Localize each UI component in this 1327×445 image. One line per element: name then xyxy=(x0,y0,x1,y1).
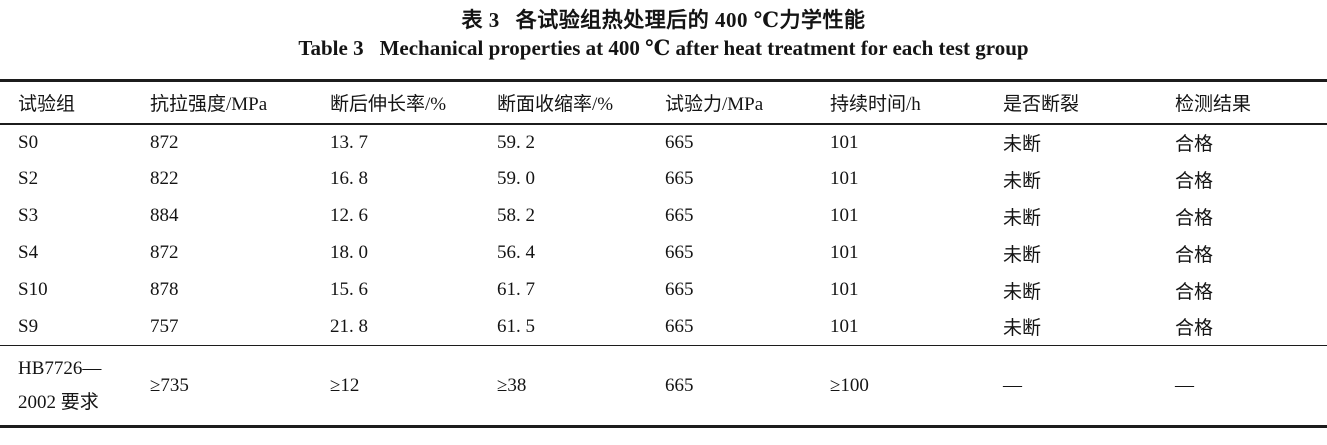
column-header-area-reduction: 断面收缩率/% xyxy=(497,80,665,125)
table-cell: 合格 xyxy=(1175,244,1214,266)
table-cell: S10 xyxy=(18,279,48,300)
table-header: 试验组 抗拉强度/MPa 断后伸长率/% 断面收缩率/% 试验力/MPa 持续时… xyxy=(0,80,1327,125)
table-cell: 未断 xyxy=(1003,134,1042,155)
table-cell: ≥100 xyxy=(830,345,1003,427)
table-cell: 合格 xyxy=(1175,318,1214,340)
table-cell: 58. 2 xyxy=(497,205,535,226)
table-cell: 56. 4 xyxy=(497,242,535,263)
table-cell: 未断 xyxy=(1003,318,1042,340)
table-cell: ≥38 xyxy=(497,345,665,427)
table-cell: S2 xyxy=(18,168,39,189)
requirement-label: HB7726—2002 要求 xyxy=(0,345,150,427)
mechanical-properties-table: 试验组 抗拉强度/MPa 断后伸长率/% 断面收缩率/% 试验力/MPa 持续时… xyxy=(0,79,1327,428)
table-cell: 59. 2 xyxy=(497,131,535,153)
table-cell: S3 xyxy=(18,205,39,226)
table-cell: 101 xyxy=(830,168,859,189)
table-cell: 未断 xyxy=(1003,244,1042,266)
table-cell: 822 xyxy=(150,168,179,189)
column-header-elongation: 断后伸长率/% xyxy=(330,80,497,125)
table-row: S2 822 16. 8 59. 0 665 101 未断 合格 xyxy=(0,161,1327,198)
table-cell: ≥735 xyxy=(150,345,330,427)
table-cell: 665 xyxy=(665,279,694,300)
table-cell: 13. 7 xyxy=(330,131,368,153)
table-cell: 未断 xyxy=(1003,281,1042,303)
header-row: 试验组 抗拉强度/MPa 断后伸长率/% 断面收缩率/% 试验力/MPa 持续时… xyxy=(0,80,1327,125)
table-cell: 59. 0 xyxy=(497,168,535,189)
table-cell: 101 xyxy=(830,279,859,300)
table-caption-en: Table 3 Mechanical properties at 400 ℃ af… xyxy=(0,34,1327,63)
table-cell: 665 xyxy=(665,242,694,263)
table-caption-cn-title: 各试验组热处理后的 400 ℃力学性能 xyxy=(515,8,866,32)
table-cell: 61. 5 xyxy=(497,315,535,337)
table-footer: HB7726—2002 要求 ≥735 ≥12 ≥38 665 ≥100 — — xyxy=(0,345,1327,427)
column-header-duration: 持续时间/h xyxy=(830,80,1003,125)
table-cell: 21. 8 xyxy=(330,315,368,337)
table-cell: 665 xyxy=(665,205,694,226)
table-row: S4 872 18. 0 56. 4 665 101 未断 合格 xyxy=(0,235,1327,272)
table-cell: — xyxy=(1003,345,1175,427)
table-cell: 合格 xyxy=(1175,134,1214,155)
column-header-fractured: 是否断裂 xyxy=(1003,80,1175,125)
table-cell: 15. 6 xyxy=(330,279,368,300)
column-header-test-result: 检测结果 xyxy=(1175,80,1327,125)
table-cell: 665 xyxy=(665,315,694,337)
table-cell: 665 xyxy=(665,345,830,427)
table-caption-cn-label: 表 3 xyxy=(461,8,500,32)
table-cell: 872 xyxy=(150,131,179,153)
table-cell: 665 xyxy=(665,131,694,153)
table-cell: S0 xyxy=(18,131,39,153)
table-cell: 合格 xyxy=(1175,207,1214,229)
column-header-tensile-strength: 抗拉强度/MPa xyxy=(150,80,330,125)
table-cell: 665 xyxy=(665,168,694,189)
table-cell: 101 xyxy=(830,242,859,263)
table-cell: 101 xyxy=(830,315,859,337)
table-cell: 18. 0 xyxy=(330,242,368,263)
table-cell: 12. 6 xyxy=(330,205,368,226)
column-header-test-group: 试验组 xyxy=(0,80,150,125)
table-cell: 101 xyxy=(830,205,859,226)
table-caption-cn: 表 3 各试验组热处理后的 400 ℃力学性能 xyxy=(0,0,1327,34)
table-body: S0 872 13. 7 59. 2 665 101 未断 合格 S2 822 16. 8 59. 0… xyxy=(0,124,1327,346)
table-cell: 757 xyxy=(150,315,179,337)
table-cell: 合格 xyxy=(1175,281,1214,303)
table-cell: 合格 xyxy=(1175,170,1214,192)
table-cell: — xyxy=(1175,345,1327,427)
table-cell: 878 xyxy=(150,279,179,300)
table-row: S10 878 15. 6 61. 7 665 101 未断 合格 xyxy=(0,272,1327,309)
table-cell: 未断 xyxy=(1003,207,1042,229)
requirement-row: HB7726—2002 要求 ≥735 ≥12 ≥38 665 ≥100 — — xyxy=(0,345,1327,427)
table-row: S3 884 12. 6 58. 2 665 101 未断 合格 xyxy=(0,198,1327,235)
table-cell: 16. 8 xyxy=(330,168,368,189)
table-row: S9 757 21. 8 61. 5 665 101 未断 合格 xyxy=(0,309,1327,346)
table-row: S0 872 13. 7 59. 2 665 101 未断 合格 xyxy=(0,124,1327,161)
table-caption-en-title: Mechanical properties at 400 ℃ after hea… xyxy=(379,36,1029,60)
table-cell: ≥12 xyxy=(330,345,497,427)
table-caption-en-label: Table 3 xyxy=(298,36,364,60)
table-cell: 61. 7 xyxy=(497,279,535,300)
table-cell: S4 xyxy=(18,242,39,263)
table-cell: S9 xyxy=(18,315,39,337)
column-header-test-force: 试验力/MPa xyxy=(665,80,830,125)
table-cell: 101 xyxy=(830,131,859,153)
table-cell: 884 xyxy=(150,205,179,226)
table-cell: 872 xyxy=(150,242,179,263)
table-cell: 未断 xyxy=(1003,170,1042,192)
